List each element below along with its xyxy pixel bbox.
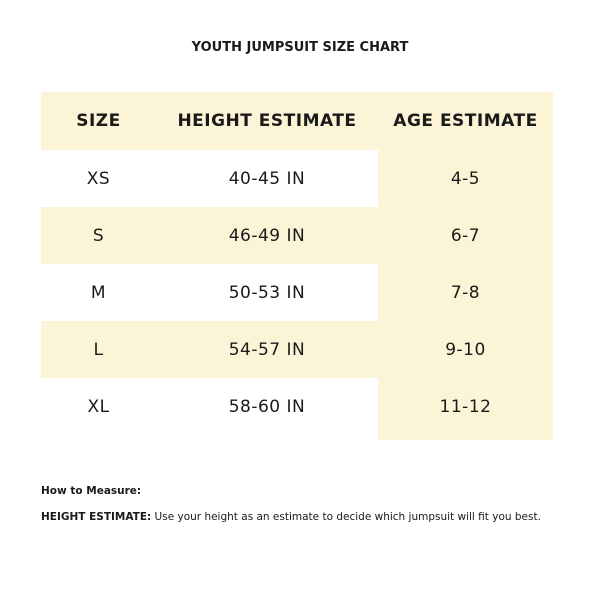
notes-heading: How to Measure:: [41, 485, 142, 497]
row-background: [41, 207, 553, 264]
table-cell: 40-45 IN: [228, 168, 306, 189]
table-cell: 9-10: [445, 339, 486, 360]
table-cell: M: [90, 282, 107, 303]
table-cell: 46-49 IN: [228, 225, 306, 246]
chart-title: YOUTH JUMPSUIT SIZE CHART: [191, 40, 409, 55]
table-cell: 58-60 IN: [228, 396, 306, 417]
note-term: HEIGHT ESTIMATE:: [41, 511, 152, 523]
table-cell: 6-7: [450, 225, 481, 246]
table-cell: 11-12: [439, 396, 492, 417]
note-item: HEIGHT ESTIMATE: Use your height as an e…: [41, 511, 541, 523]
table-cell: 4-5: [450, 168, 481, 189]
table-cell: 50-53 IN: [228, 282, 306, 303]
column-header: AGE ESTIMATE: [393, 111, 538, 131]
column-header: HEIGHT ESTIMATE: [177, 111, 357, 131]
table-cell: 7-8: [450, 282, 481, 303]
table-cell: 54-57 IN: [228, 339, 306, 360]
table-cell: S: [92, 225, 105, 246]
column-header: SIZE: [76, 111, 121, 131]
table-cell: L: [93, 339, 104, 360]
note-text: Use your height as an estimate to decide…: [154, 511, 541, 523]
table-cell: XS: [86, 168, 111, 189]
row-background: [41, 321, 553, 378]
age-column-background: [378, 92, 553, 440]
table-cell: XL: [87, 396, 110, 417]
